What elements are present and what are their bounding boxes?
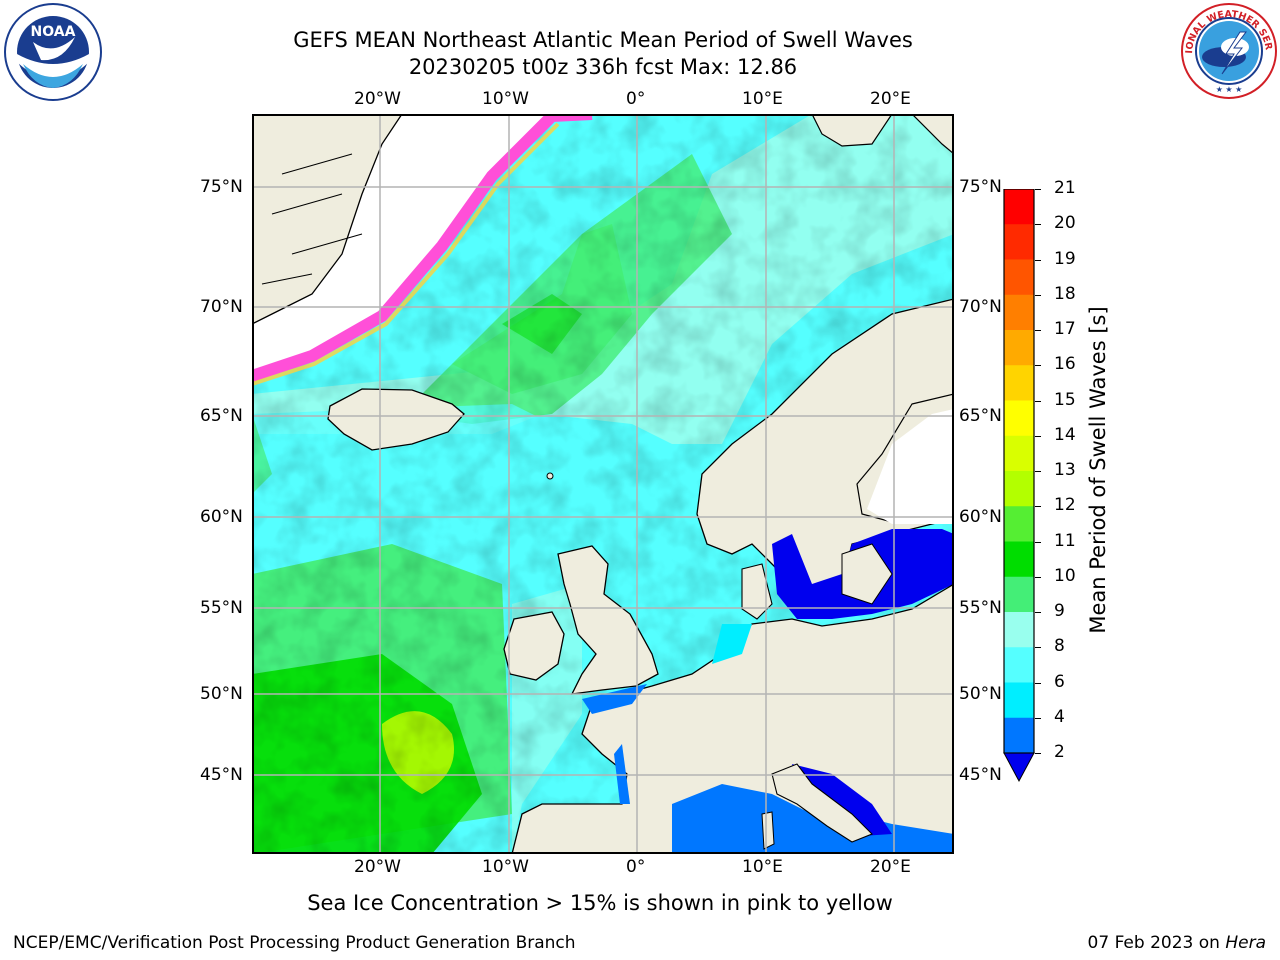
svg-text:★ ★ ★: ★ ★ ★ [1216,85,1243,94]
colorbar-swatch [1004,647,1034,683]
colorbar-swatch [1004,365,1034,401]
lat-label-left: 60°N [200,507,243,527]
colorbar-swatch [1004,435,1034,472]
colorbar-tick-mark [1035,224,1041,226]
colorbar-swatch [1004,471,1034,507]
colorbar-swatches [1003,188,1035,783]
lat-label-right: 70°N [959,297,1002,317]
graticule [252,114,954,854]
colorbar-tick-label: 17 [1054,319,1076,339]
colorbar-swatch [1004,506,1034,542]
lon-label-bottom: 20°W [354,857,401,877]
footer-host: Hera [1225,933,1266,953]
colorbar-tick-label: 14 [1054,424,1076,445]
lat-label-right: 75°N [959,177,1002,197]
lon-label-top: 20°W [354,89,401,109]
footer-date-text: 07 Feb 2023 on [1087,933,1226,953]
lat-label-left: 70°N [200,297,243,317]
nws-logo: NATIONAL WEATHER SERVICE ★ ★ ★ [1180,2,1278,100]
lat-label-right: 50°N [959,684,1002,704]
lon-label-bottom: 10°W [482,857,529,877]
iceland [327,388,465,451]
colorbar-tick-mark [1035,294,1041,296]
colorbar-tick-mark [1035,717,1041,719]
lon-label-top: 20°E [870,89,911,109]
colorbar-title: Mean Period of Swell Waves [s] [1086,306,1110,634]
footer-credit: NCEP/EMC/Verification Post Processing Pr… [13,933,576,953]
colorbar-swatch [1004,224,1034,260]
colorbar-tick-label: 19 [1054,248,1076,269]
lon-label-bottom: 20°E [870,857,911,877]
chart-subtitle: 20230205 t00z 336h fcst Max: 12.86 [408,55,798,79]
colorbar-tick-mark [1035,647,1041,649]
lon-label-bottom: 10°E [742,857,783,877]
colorbar-swatch [1004,294,1034,331]
mediterranean [672,784,954,854]
colorbar-tick-label: 9 [1054,601,1065,621]
sea-ice-caption-text: Sea Ice Concentration > 15% is shown in … [307,891,893,915]
colorbar-tick-label: 15 [1054,389,1076,410]
colorbar-tick-label: 11 [1054,530,1076,551]
colorbar-swatch [1004,259,1034,296]
colorbar-tick-label: 8 [1054,636,1065,657]
lat-label-right: 60°N [959,507,1002,527]
ireland [503,611,565,681]
map-panel [252,114,954,854]
colorbar-tick-label: 2 [1054,742,1065,762]
colorbar-tick-label: 12 [1054,495,1076,516]
colorbar-tick-label: 10 [1054,565,1076,586]
colorbar-tick-mark [1035,753,1041,754]
colorbar-tick-mark [1035,259,1041,261]
lat-label-left: 75°N [200,177,243,197]
colorbar-extend-arrow [1003,752,1035,783]
colorbar-tick-mark [1035,471,1041,472]
colorbar-swatch [1004,400,1034,437]
colorbar-tick-label: 21 [1054,178,1076,198]
colorbar-tick-label: 6 [1054,671,1065,692]
lon-label-top: 10°E [742,89,783,109]
colorbar-tick-mark [1035,330,1041,331]
lon-label-top: 10°W [482,89,529,109]
lon-label-top: 0° [626,89,646,109]
colorbar-tick-mark [1035,576,1041,578]
colorbar-swatch [1004,717,1034,754]
colorbar-tick-mark [1035,612,1041,613]
footer-date: 07 Feb 2023 on Hera [1088,933,1266,953]
colorbar-tick-mark [1035,682,1041,684]
colorbar-tick-label: 18 [1054,283,1076,304]
colorbar-tick-mark [1035,189,1041,190]
colorbar-tick-label: 16 [1054,354,1076,375]
colorbar-swatch [1004,682,1034,719]
colorbar-tick-mark [1035,541,1041,543]
lat-label-right: 55°N [959,598,1002,618]
colorbar-tick-mark [1035,365,1041,367]
lat-label-left: 45°N [200,765,243,785]
colorbar-tick-mark [1035,506,1041,508]
colorbar-swatch [1004,541,1034,578]
lat-label-right: 65°N [959,406,1002,426]
lat-label-left: 65°N [200,406,243,426]
noaa-logo: NOAA [3,2,103,102]
colorbar [1003,188,1037,788]
colorbar-swatch [1004,189,1034,225]
lat-label-left: 50°N [200,684,243,704]
lon-label-bottom: 0° [626,857,646,877]
colorbar-tick-label: 20 [1054,213,1076,234]
colorbar-tick-mark [1035,435,1041,437]
chart-title: GEFS MEAN Northeast Atlantic Mean Period… [293,28,913,52]
colorbar-tick-label: 4 [1054,706,1065,727]
noaa-logo-text: NOAA [31,24,76,40]
colorbar-swatch [1004,576,1034,613]
lat-label-right: 45°N [959,765,1002,785]
colorbar-swatch [1004,330,1034,366]
great-britain [557,545,659,695]
colorbar-swatch [1004,612,1034,648]
colorbar-tick-label: 13 [1054,460,1076,480]
colorbar-tick-mark [1035,400,1041,402]
lat-label-left: 55°N [200,598,243,618]
sea-ice-caption: Sea Ice Concentration > 15% is shown in … [0,891,1280,915]
